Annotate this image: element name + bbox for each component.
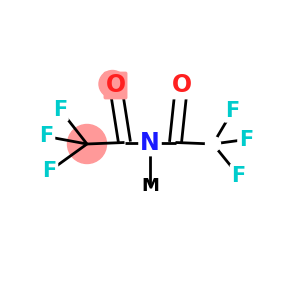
Text: F: F: [231, 166, 246, 185]
Text: F: F: [53, 100, 67, 119]
Text: N: N: [140, 130, 160, 154]
Text: F: F: [239, 130, 253, 149]
Circle shape: [68, 124, 106, 164]
Text: O: O: [171, 74, 192, 98]
Circle shape: [99, 70, 126, 98]
Text: F: F: [225, 101, 240, 121]
Circle shape: [206, 136, 220, 152]
Text: F: F: [39, 127, 54, 146]
Text: O: O: [105, 74, 126, 98]
Text: M: M: [141, 177, 159, 195]
Text: F: F: [42, 161, 57, 181]
